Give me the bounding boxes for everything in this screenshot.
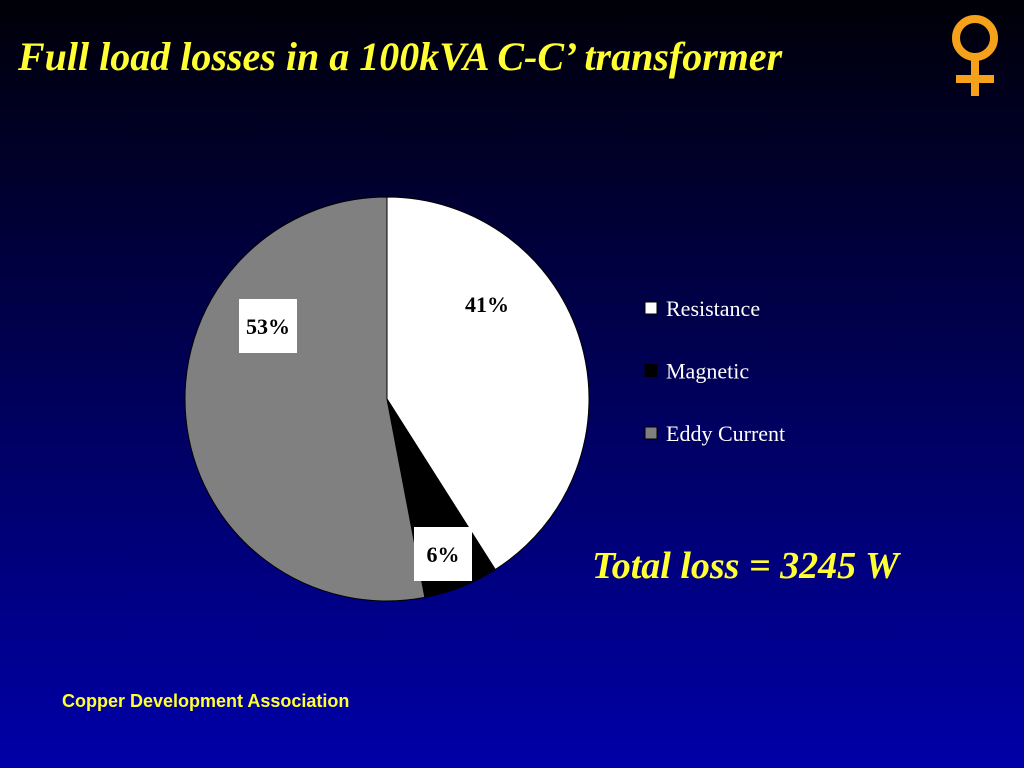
label-box (239, 299, 297, 353)
chart-title: Full load losses in a 100kVA C-C’ transf… (17, 34, 783, 79)
legend-label: Eddy Current (666, 421, 785, 446)
legend-label: Magnetic (666, 359, 749, 384)
copper-symbol (952, 15, 998, 96)
legend: Resistance Magnetic Eddy Current (644, 296, 785, 446)
legend-swatch (644, 364, 658, 377)
pie-slice (386, 196, 590, 571)
data-label: 41% (465, 292, 509, 317)
pie: 41% 6% 53% (184, 196, 590, 602)
pie-slice (184, 196, 426, 602)
legend-label: Resistance (666, 296, 760, 321)
annotation: Total loss = 3245 W (592, 545, 902, 587)
data-label: 6% (427, 542, 460, 567)
data-label: 53% (246, 314, 290, 339)
label-box (414, 527, 472, 581)
legend-swatch (644, 301, 658, 315)
label-box (458, 277, 516, 331)
footer: Copper Development Association (62, 691, 349, 711)
legend-swatch (644, 426, 658, 440)
